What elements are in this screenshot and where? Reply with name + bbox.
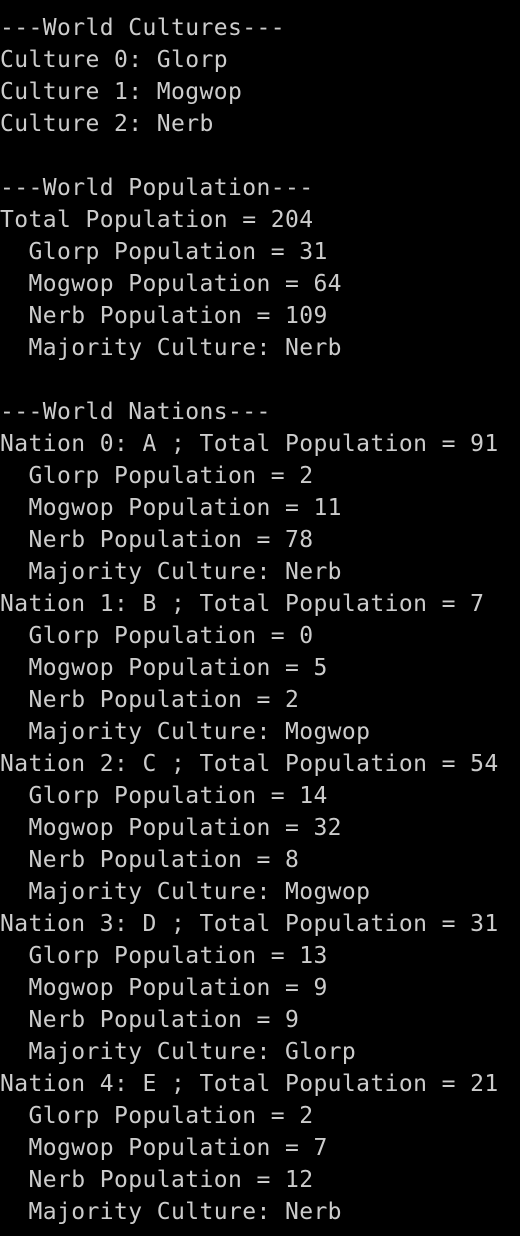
console-line: Glorp Population = 14 [0,783,328,809]
console-line: Nerb Population = 9 [0,1007,300,1033]
console-line: Nation 0: A ; Total Population = 91 [0,431,499,457]
console-line: Majority Culture: Nerb [0,559,342,585]
console-line: Nation 2: C ; Total Population = 54 [0,751,499,777]
blank-line [0,140,520,172]
console-line: Nation 4: E ; Total Population = 21 [0,1071,499,1097]
console-line: Nation 1: B ; Total Population = 7 [0,591,485,617]
console-line: Nation 3: D ; Total Population = 31 [0,911,499,937]
console-line: Glorp Population = 2 [0,1103,314,1129]
console-line: Culture 0: Glorp [0,47,228,73]
console-line: Mogwop Population = 5 [0,655,328,681]
console-line: Nerb Population = 12 [0,1167,314,1193]
console-line: Glorp Population = 0 [0,623,314,649]
console-line: Majority Culture: Nerb [0,1199,342,1225]
console-line: ---World Cultures--- [0,15,285,41]
blank-line [0,364,520,396]
console-line: Nerb Population = 78 [0,527,314,553]
console-line: Majority Culture: Mogwop [0,879,371,905]
console-line: Culture 1: Mogwop [0,79,243,105]
console-line: Nerb Population = 2 [0,687,300,713]
console-line: Mogwop Population = 64 [0,271,342,297]
console-output: ---World Cultures--- Culture 0: Glorp Cult… [0,12,520,1228]
console-line: Majority Culture: Mogwop [0,719,371,745]
console-line: Culture 2: Nerb [0,111,214,137]
console-line: Mogwop Population = 7 [0,1135,328,1161]
console-line: Mogwop Population = 9 [0,975,328,1001]
console-line: Nerb Population = 109 [0,303,328,329]
console-line: Majority Culture: Nerb [0,335,342,361]
console-line: Mogwop Population = 32 [0,815,342,841]
console-line: ---World Nations--- [0,399,271,425]
console-line: Glorp Population = 2 [0,463,314,489]
console-line: Total Population = 204 [0,207,314,233]
console-line: ---World Population--- [0,175,314,201]
console-line: Glorp Population = 13 [0,943,328,969]
console-line: Nerb Population = 8 [0,847,300,873]
console-line: Majority Culture: Glorp [0,1039,357,1065]
console-line: Mogwop Population = 11 [0,495,342,521]
console-line: Glorp Population = 31 [0,239,328,265]
